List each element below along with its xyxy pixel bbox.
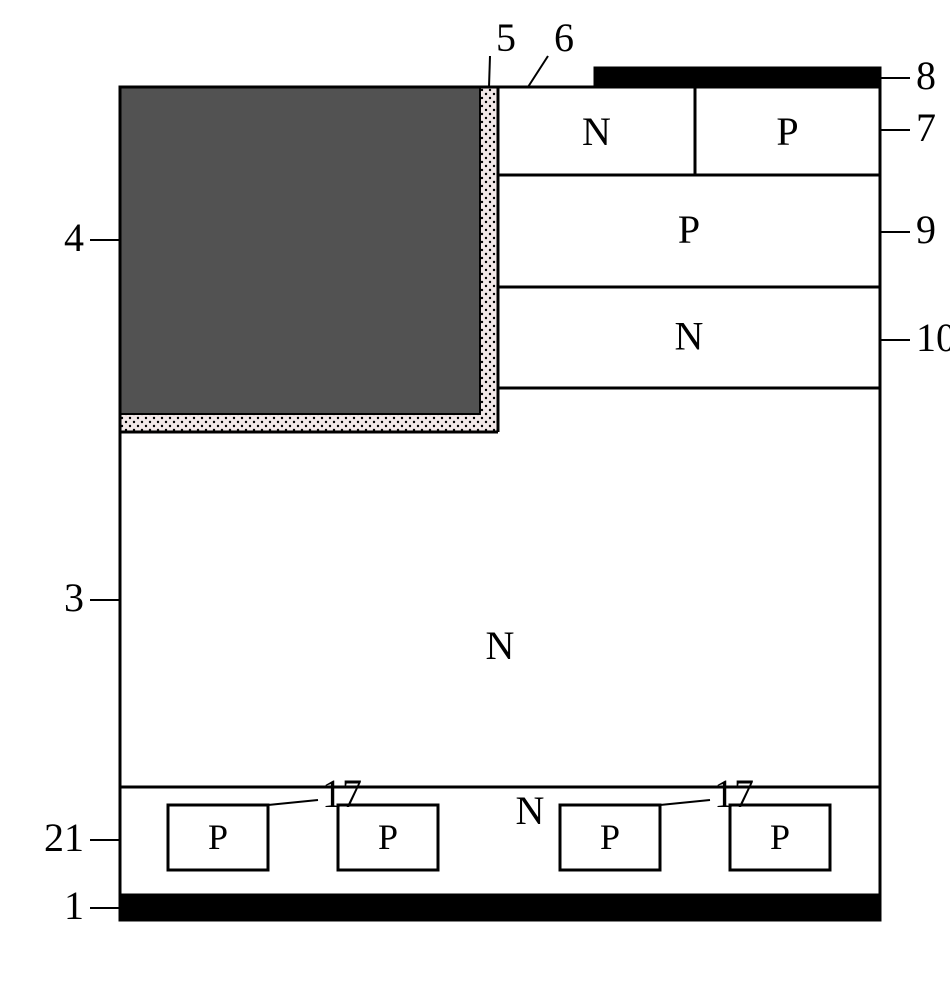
callout-17: 17 <box>714 771 754 816</box>
bottom-metal <box>120 895 880 920</box>
callout-4: 4 <box>64 215 84 260</box>
semiconductor-cross-section: N P P N N N P P P P 1 3 4 56 7 8 9 10 17 17 21 <box>0 0 950 1000</box>
callout-10: 10 <box>916 315 950 360</box>
region-7-label: P <box>776 109 798 154</box>
svg-text:P: P <box>208 817 228 857</box>
top-metal <box>595 68 880 87</box>
callout-6: 6 <box>554 15 574 60</box>
region-21-label: N <box>516 788 545 833</box>
region-9-label: P <box>678 207 700 252</box>
region-10-label: N <box>675 314 704 359</box>
callout-17: 17 <box>322 771 362 816</box>
svg-text:P: P <box>600 817 620 857</box>
callout-9: 9 <box>916 207 936 252</box>
callout-7: 7 <box>916 105 936 150</box>
gate-electrode <box>120 87 480 414</box>
svg-text:P: P <box>378 817 398 857</box>
callout-1: 1 <box>64 883 84 928</box>
svg-text:P: P <box>770 817 790 857</box>
region-3-label: N <box>486 623 515 668</box>
callout-3: 3 <box>64 575 84 620</box>
callout-8: 8 <box>916 53 936 98</box>
region-6-label: N <box>582 109 611 154</box>
callout-21: 21 <box>44 815 84 860</box>
callout-5: 5 <box>496 15 516 60</box>
